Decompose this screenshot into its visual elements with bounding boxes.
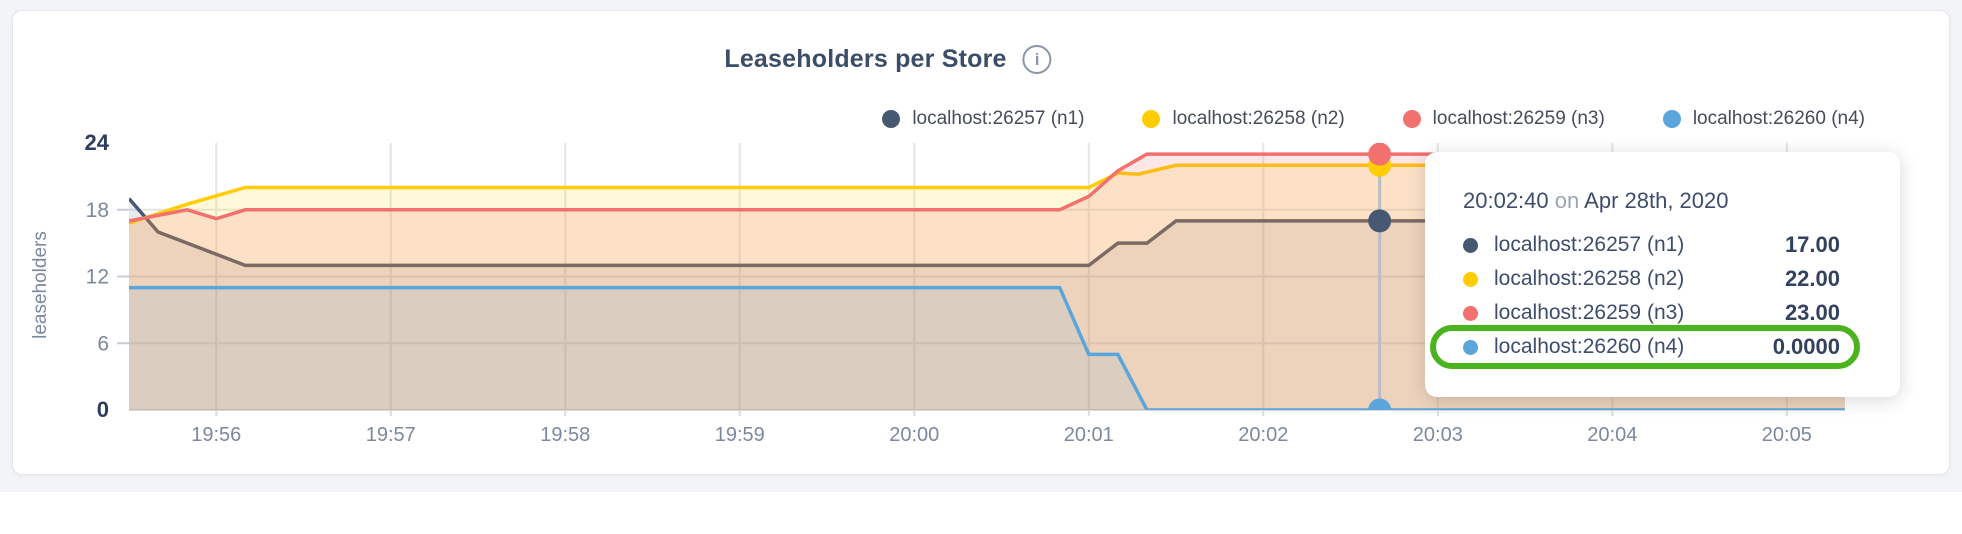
legend-dot-icon: [882, 110, 901, 128]
tooltip-date: Apr 28th, 2020: [1584, 188, 1729, 213]
legend-item-n4[interactable]: localhost:26260 (n4): [1662, 108, 1865, 130]
x-tick-label: 20:01: [1064, 424, 1114, 446]
tooltip-series-value: 22.00: [1784, 266, 1840, 291]
series-line-n4: [129, 285, 1845, 410]
x-tick-label: 19:56: [191, 424, 241, 446]
series-line-n3: [129, 152, 1845, 223]
legend-label: localhost:26259 (n3): [1432, 108, 1605, 129]
y-tick-label: 12: [86, 266, 109, 289]
tooltip-series-value: 17.00: [1784, 232, 1840, 257]
tooltip-series-value: 23.00: [1784, 300, 1840, 325]
x-tick-label: 20:05: [1762, 424, 1812, 446]
y-tick-label: 0: [97, 397, 109, 422]
series-line-n2: [129, 163, 1845, 225]
hover-dot-n4: [1368, 398, 1392, 410]
tooltip-series-dot-icon: [1463, 271, 1478, 287]
tooltip-series-value: 0.0000: [1772, 334, 1840, 359]
x-tick-label: 19:59: [715, 424, 765, 446]
x-tick-label: 19:58: [540, 424, 590, 446]
x-tick-label: 19:57: [366, 424, 416, 446]
tooltip-row-n2: localhost:26258 (n2) 22.00: [1463, 262, 1840, 296]
info-icon[interactable]: i: [1022, 45, 1052, 74]
tooltip-row-n3: localhost:26259 (n3) 23.00: [1463, 296, 1840, 330]
legend-item-n3[interactable]: localhost:26259 (n3): [1402, 108, 1605, 130]
tooltip-row-n1: localhost:26257 (n1) 17.00: [1463, 228, 1840, 262]
tooltip-series-label: localhost:26260 (n4): [1494, 335, 1685, 358]
hover-tooltip: 20:02:40 on Apr 28th, 2020Apr 28th, 2020…: [1425, 152, 1900, 397]
legend-dot-icon: [1142, 110, 1161, 128]
x-tick-label: 20:02: [1238, 424, 1288, 446]
legend-item-n1[interactable]: localhost:26257 (n1): [882, 108, 1084, 130]
tooltip-series-dot-icon: [1463, 339, 1478, 355]
y-tick-label: 6: [97, 332, 109, 355]
tooltip-on: on: [1554, 188, 1580, 213]
tooltip-series-dot-icon: [1463, 305, 1478, 321]
legend-item-n2[interactable]: localhost:26258 (n2): [1142, 108, 1345, 130]
y-tick-label: 24: [85, 130, 110, 155]
page-title: Leaseholders per Store: [724, 45, 1007, 73]
tooltip-row-n4: localhost:26260 (n4) 0.0000: [1463, 330, 1840, 364]
legend-label: localhost:26260 (n4): [1692, 108, 1865, 129]
tooltip-series-label: localhost:26257 (n1): [1494, 233, 1685, 256]
chart-legend: localhost:26257 (n1) localhost:26258 (n2)…: [882, 108, 1865, 130]
x-tick-label: 20:03: [1413, 424, 1463, 446]
series-area-n4: [129, 287, 1845, 410]
x-tick-label: 20:04: [1587, 424, 1637, 446]
tooltip-series-label: localhost:26258 (n2): [1494, 267, 1685, 290]
legend-dot-icon: [1662, 110, 1681, 128]
series-line-n1: [129, 197, 1845, 268]
x-tick-label: 20:00: [889, 424, 939, 446]
tooltip-timestamp: 20:02:40 on Apr 28th, 2020Apr 28th, 2020: [1463, 188, 1840, 214]
chart-header: Leaseholders per Store i: [724, 45, 1052, 74]
hover-dot-n1: [1368, 209, 1392, 233]
tooltip-series-label: localhost:26259 (n3): [1494, 301, 1685, 324]
series-area-n1: [129, 198, 1845, 410]
legend-dot-icon: [1402, 110, 1421, 128]
hover-dot-n3: [1368, 143, 1392, 166]
tooltip-rows: localhost:26257 (n1) 17.00 localhost:26258…: [1463, 228, 1840, 364]
tooltip-series-dot-icon: [1463, 237, 1478, 253]
legend-label: localhost:26257 (n1): [912, 108, 1085, 129]
tooltip-time: 20:02:40: [1463, 188, 1549, 213]
y-tick-label: 18: [86, 199, 109, 222]
series-area-n3: [129, 154, 1845, 410]
legend-label: localhost:26258 (n2): [1172, 108, 1345, 129]
